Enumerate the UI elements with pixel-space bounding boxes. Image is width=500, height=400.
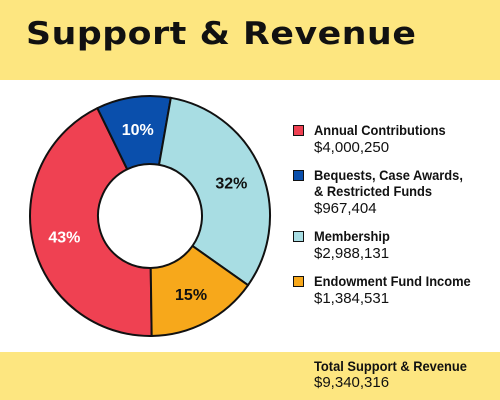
legend-swatch-bequests — [293, 170, 304, 181]
legend-swatch-annual-contributions — [293, 125, 304, 136]
legend-item-endowment: Endowment Fund Income $1,384,531 — [293, 273, 493, 307]
slice-label-membership: 32% — [215, 175, 247, 192]
legend-value-annual-contributions: $4,000,250 — [314, 139, 390, 156]
slice-membership — [158, 96, 271, 287]
slice-endowment — [149, 244, 250, 337]
legend-value-membership: $2,988,131 — [314, 245, 390, 262]
legend-label-endowment: Endowment Fund Income — [314, 273, 471, 289]
footer-band — [0, 352, 500, 400]
header-band — [0, 0, 500, 80]
total-label: Total Support & Revenue — [314, 358, 467, 374]
slice-label-endowment: 15% — [175, 287, 207, 304]
slice-annual-contributions — [29, 107, 153, 337]
legend-label-bequests-line-1: Bequests, Case Awards, — [314, 167, 463, 183]
legend-label-annual-contributions: Annual Contributions — [314, 122, 446, 138]
legend: Annual Contributions $4,000,250 Bequests… — [293, 122, 493, 318]
legend-item-membership: Membership $2,988,131 — [293, 228, 493, 262]
legend-label-membership: Membership — [314, 228, 390, 244]
legend-value-bequests: $967,404 — [314, 200, 377, 217]
slice-label-bequests: 10% — [122, 122, 154, 139]
slice-label-annual-contributions: 43% — [48, 229, 80, 246]
legend-label-bequests-line-2: & Restricted Funds — [314, 183, 433, 199]
page-title: Support & Revenue — [26, 16, 417, 52]
donut-chart: 43% 10% 32% 15% — [29, 95, 271, 337]
legend-item-annual-contributions: Annual Contributions $4,000,250 — [293, 122, 493, 156]
legend-swatch-membership — [293, 231, 304, 242]
total-value: $9,340,316 — [314, 374, 390, 391]
legend-value-endowment: $1,384,531 — [314, 290, 390, 307]
legend-item-bequests: Bequests, Case Awards, & Restricted Fund… — [293, 167, 493, 217]
legend-swatch-endowment — [293, 276, 304, 287]
total-block: Total Support & Revenue $9,340,316 — [314, 358, 480, 392]
